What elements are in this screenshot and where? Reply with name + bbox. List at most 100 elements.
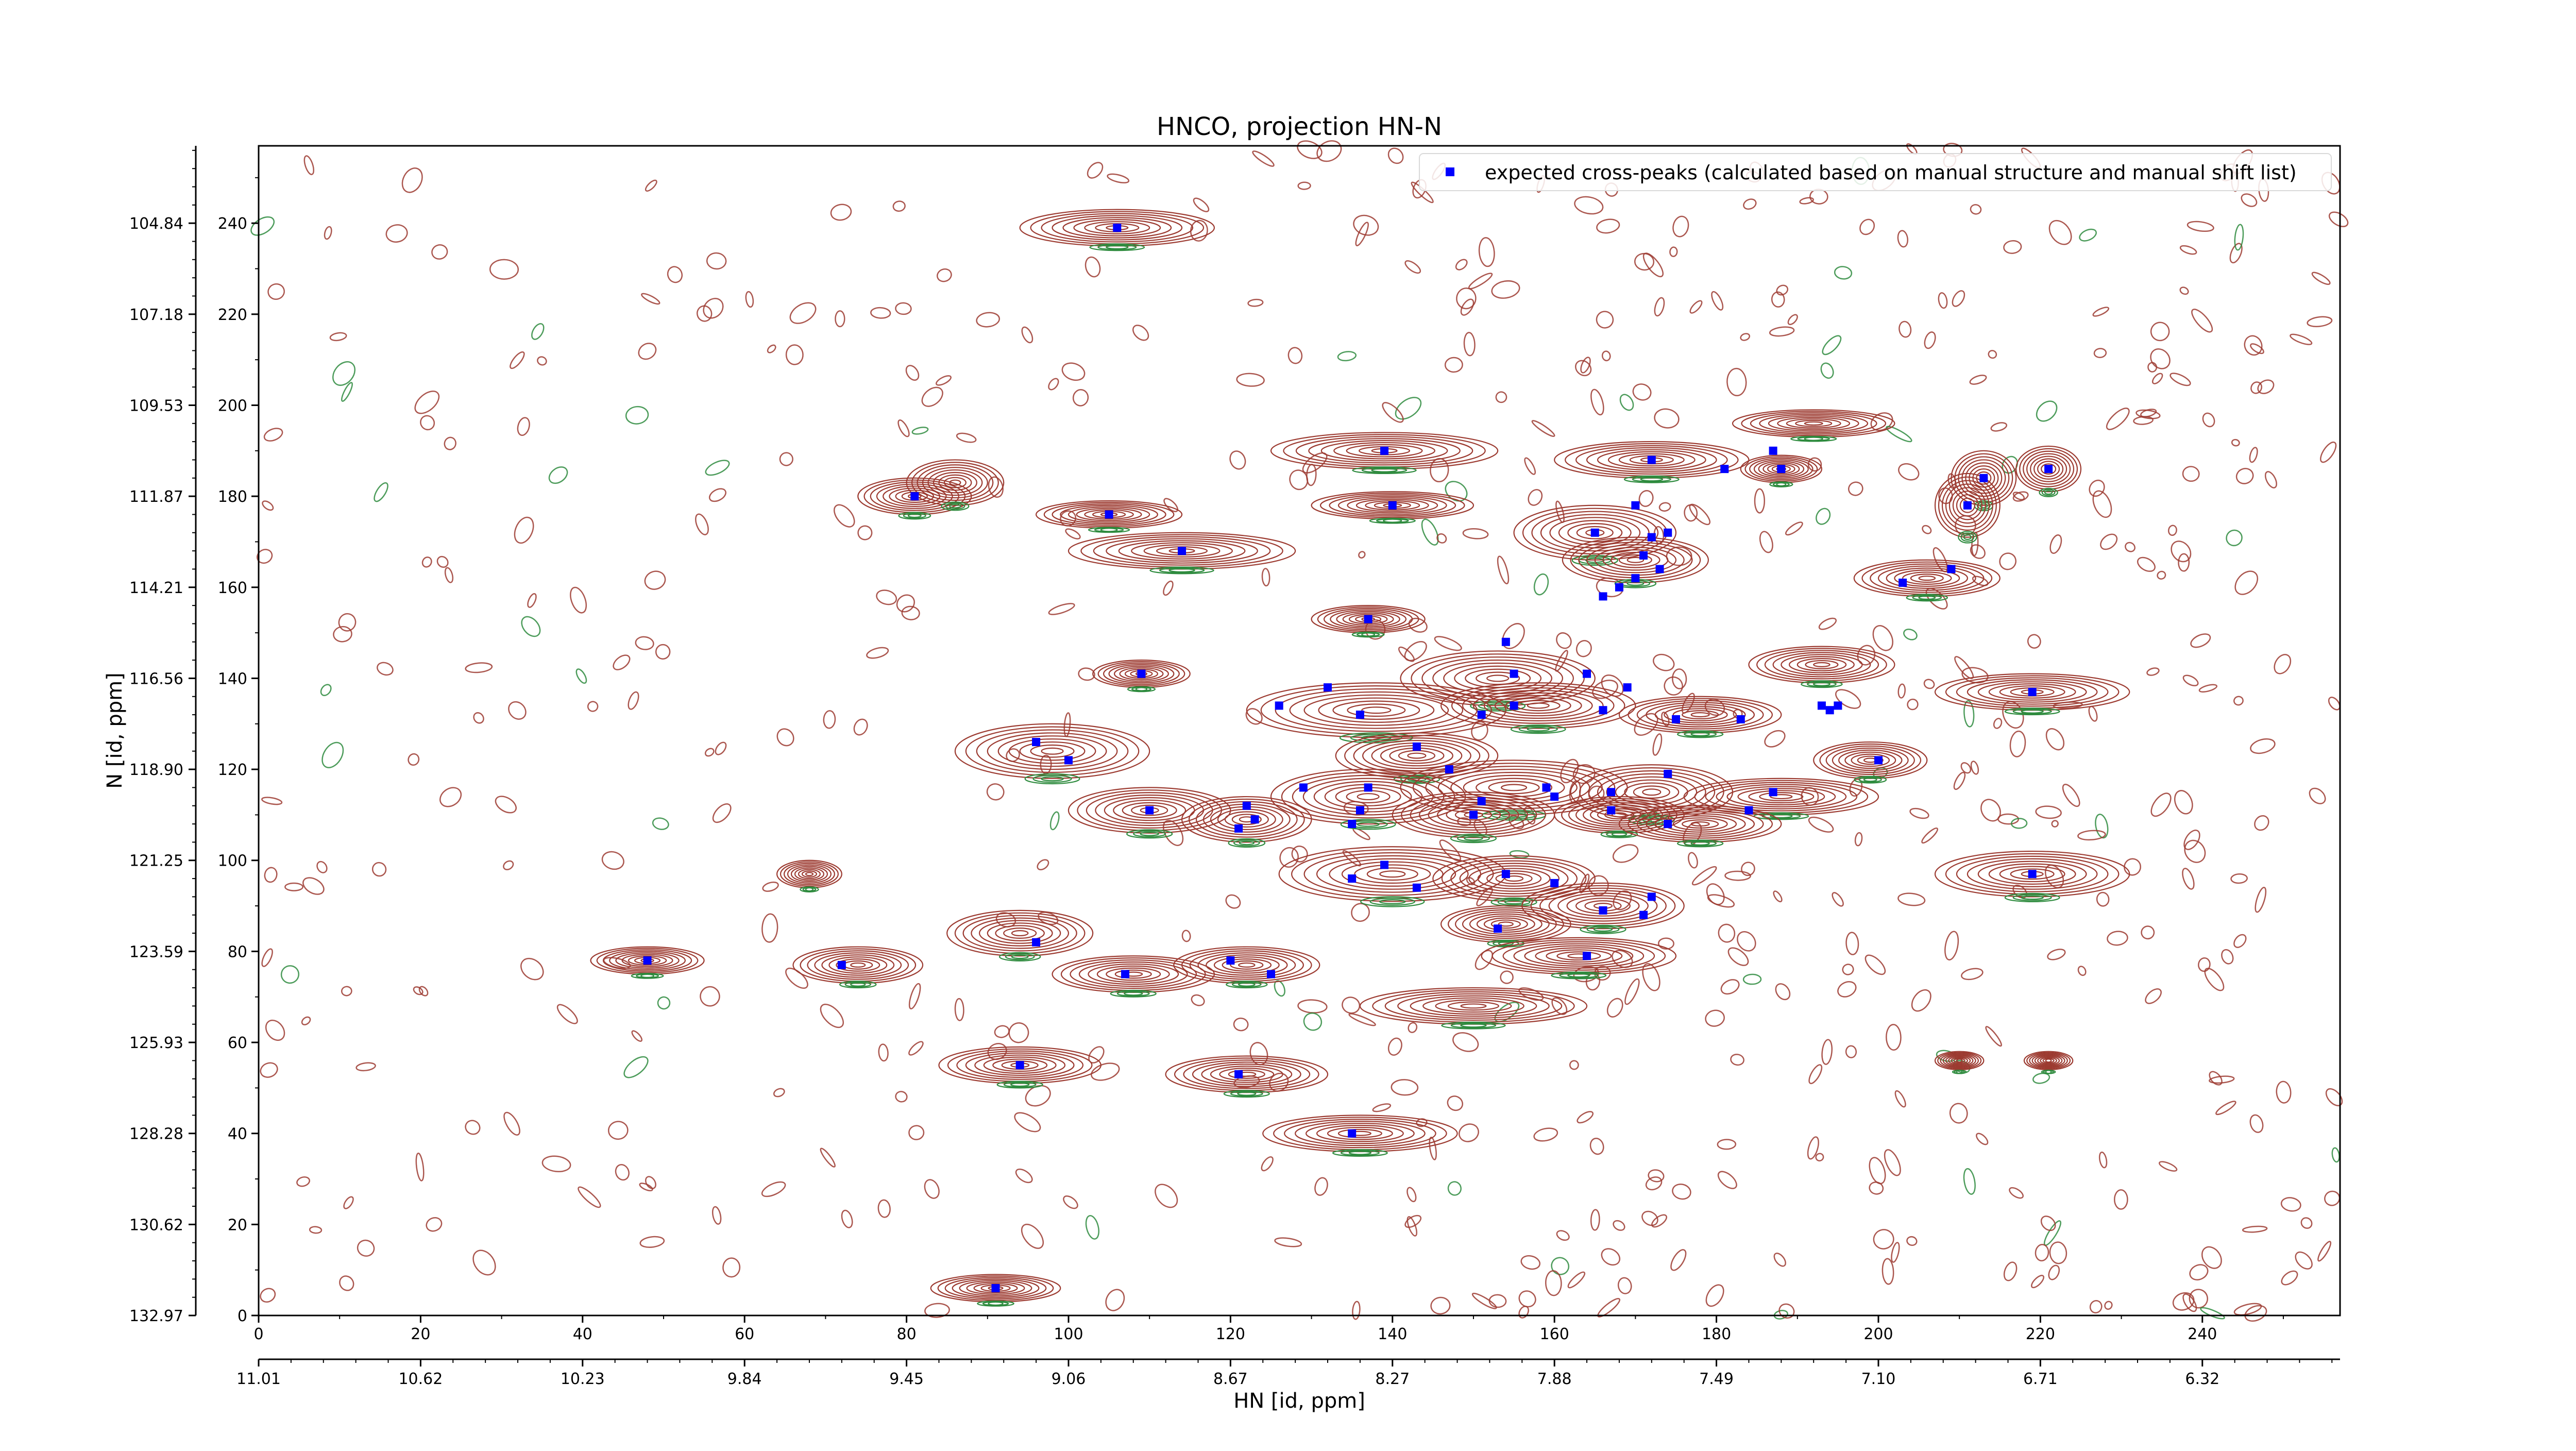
negative-contour xyxy=(800,886,819,892)
peak-contour xyxy=(1329,494,1456,517)
negative-contour xyxy=(2012,708,2052,715)
peak-contour xyxy=(814,952,902,978)
peak-contour xyxy=(821,954,895,976)
peak-contour xyxy=(987,732,1118,770)
negative-contour xyxy=(1497,899,1531,906)
noise-contour xyxy=(472,1250,496,1276)
peak-contour xyxy=(1483,917,1528,931)
peak-contour xyxy=(1318,697,1435,723)
noise-contour xyxy=(1953,771,1966,790)
x-tick-label: 60 xyxy=(735,1325,754,1343)
noise-contour xyxy=(2184,839,2206,863)
noise-contour xyxy=(1597,1298,1621,1318)
noise-contour xyxy=(2044,864,2064,888)
cross-peak-marker xyxy=(1664,820,1672,829)
noise-contour xyxy=(878,1043,889,1062)
noise-contour xyxy=(2324,1190,2341,1206)
peak-contour xyxy=(952,1278,1040,1298)
peak-contour xyxy=(922,467,988,499)
cross-peak-marker xyxy=(1105,510,1113,519)
cross-peak-marker xyxy=(1542,783,1551,792)
noise-contour xyxy=(1337,351,1357,362)
peak-contour xyxy=(1342,612,1394,626)
noise-contour xyxy=(1014,1112,1041,1133)
noise-contour xyxy=(415,1152,425,1182)
noise-contour xyxy=(1706,883,1725,905)
peak-contour xyxy=(983,1056,1057,1074)
x-axis-ppm-ticks: 11.01 10.62 10.23 9.84 9.45 9.06 8.67 8.27 7.88 7… xyxy=(236,1359,2333,1388)
noise-contour xyxy=(652,817,669,830)
noise-contour xyxy=(1589,1137,1604,1155)
negative-contour xyxy=(988,1301,1004,1306)
noise-contour xyxy=(1669,246,1678,257)
peak-contour xyxy=(1654,813,1746,835)
noise-contour xyxy=(2182,674,2199,686)
noise-contour xyxy=(355,1062,376,1072)
peak-contour xyxy=(992,1058,1048,1072)
peak-contour xyxy=(602,949,692,972)
noise-contour xyxy=(556,1004,578,1024)
noise-contour xyxy=(921,386,943,407)
noise-contour xyxy=(1387,1037,1402,1056)
noise-contour xyxy=(1408,617,1428,633)
noise-contour xyxy=(601,851,624,870)
noise-contour xyxy=(2234,570,2259,595)
negative-contour xyxy=(1332,1149,1388,1157)
peak-contour xyxy=(1956,677,2109,707)
peak-contour xyxy=(1284,1119,1436,1149)
peak-contour xyxy=(1469,913,1543,935)
peak-contour xyxy=(1566,895,1640,917)
negative-contour xyxy=(1863,778,1877,782)
peak-contour xyxy=(1295,436,1473,466)
noise-contour xyxy=(2125,542,2136,552)
noise-contour xyxy=(1672,1183,1691,1200)
negative-contour xyxy=(1226,981,1268,989)
negative-contour xyxy=(1230,1091,1263,1097)
y-tick-label: 120 xyxy=(218,761,247,779)
peak-contour xyxy=(1737,788,1825,805)
peak-contour xyxy=(1672,817,1728,831)
noise-contour xyxy=(2107,931,2128,946)
negative-contour xyxy=(1361,467,1408,474)
cross-peak-marker xyxy=(1137,669,1146,678)
noise-contour xyxy=(1372,1103,1392,1112)
y-axis-ppm-ticks: 132.97 130.62 128.28 125.93 123.59 121.25 118.… xyxy=(129,149,196,1325)
negative-contour xyxy=(1690,841,1710,846)
peak-contour xyxy=(1825,745,1915,775)
y-tick-label: 60 xyxy=(228,1034,247,1052)
noise-contour xyxy=(2264,471,2277,488)
cross-peak-marker xyxy=(1769,446,1777,455)
negative-contour xyxy=(1623,475,1680,483)
noise-contour xyxy=(296,1176,311,1187)
cross-peak-marker xyxy=(1631,574,1640,583)
noise-contour xyxy=(321,741,344,768)
cross-peak-marker xyxy=(1275,701,1283,710)
noise-contour xyxy=(892,200,906,212)
noise-contour xyxy=(1430,1296,1451,1315)
noise-contour xyxy=(503,860,514,870)
noise-contour xyxy=(2159,1161,2178,1172)
noise-contour xyxy=(1854,832,1863,847)
peak-contour xyxy=(1682,819,1719,829)
noise-contour xyxy=(924,1179,940,1199)
noise-contour xyxy=(1808,816,1834,833)
peak-contour xyxy=(1556,951,1601,961)
noise-contour xyxy=(548,466,568,484)
noise-contour xyxy=(1773,890,1783,903)
negative-contour xyxy=(1807,681,1837,687)
noise-contour xyxy=(877,1199,891,1218)
peak-contour xyxy=(1181,796,1312,843)
y-ppm-tick-label: 125.93 xyxy=(129,1034,183,1052)
peak-contour xyxy=(1323,608,1413,631)
y-ppm-tick-label: 128.28 xyxy=(129,1125,183,1143)
noise-contour xyxy=(341,986,352,997)
y-ppm-tick-label: 107.18 xyxy=(129,306,183,324)
cross-peak-marker xyxy=(1355,711,1364,719)
noise-contour xyxy=(2276,1081,2292,1104)
peak-contour xyxy=(1488,781,1540,795)
legend-box xyxy=(1419,153,2332,191)
peak-contour xyxy=(1967,858,2098,890)
negative-contour xyxy=(1239,840,1255,846)
peak-contour xyxy=(1646,702,1755,728)
noise-contour xyxy=(2174,790,2193,815)
